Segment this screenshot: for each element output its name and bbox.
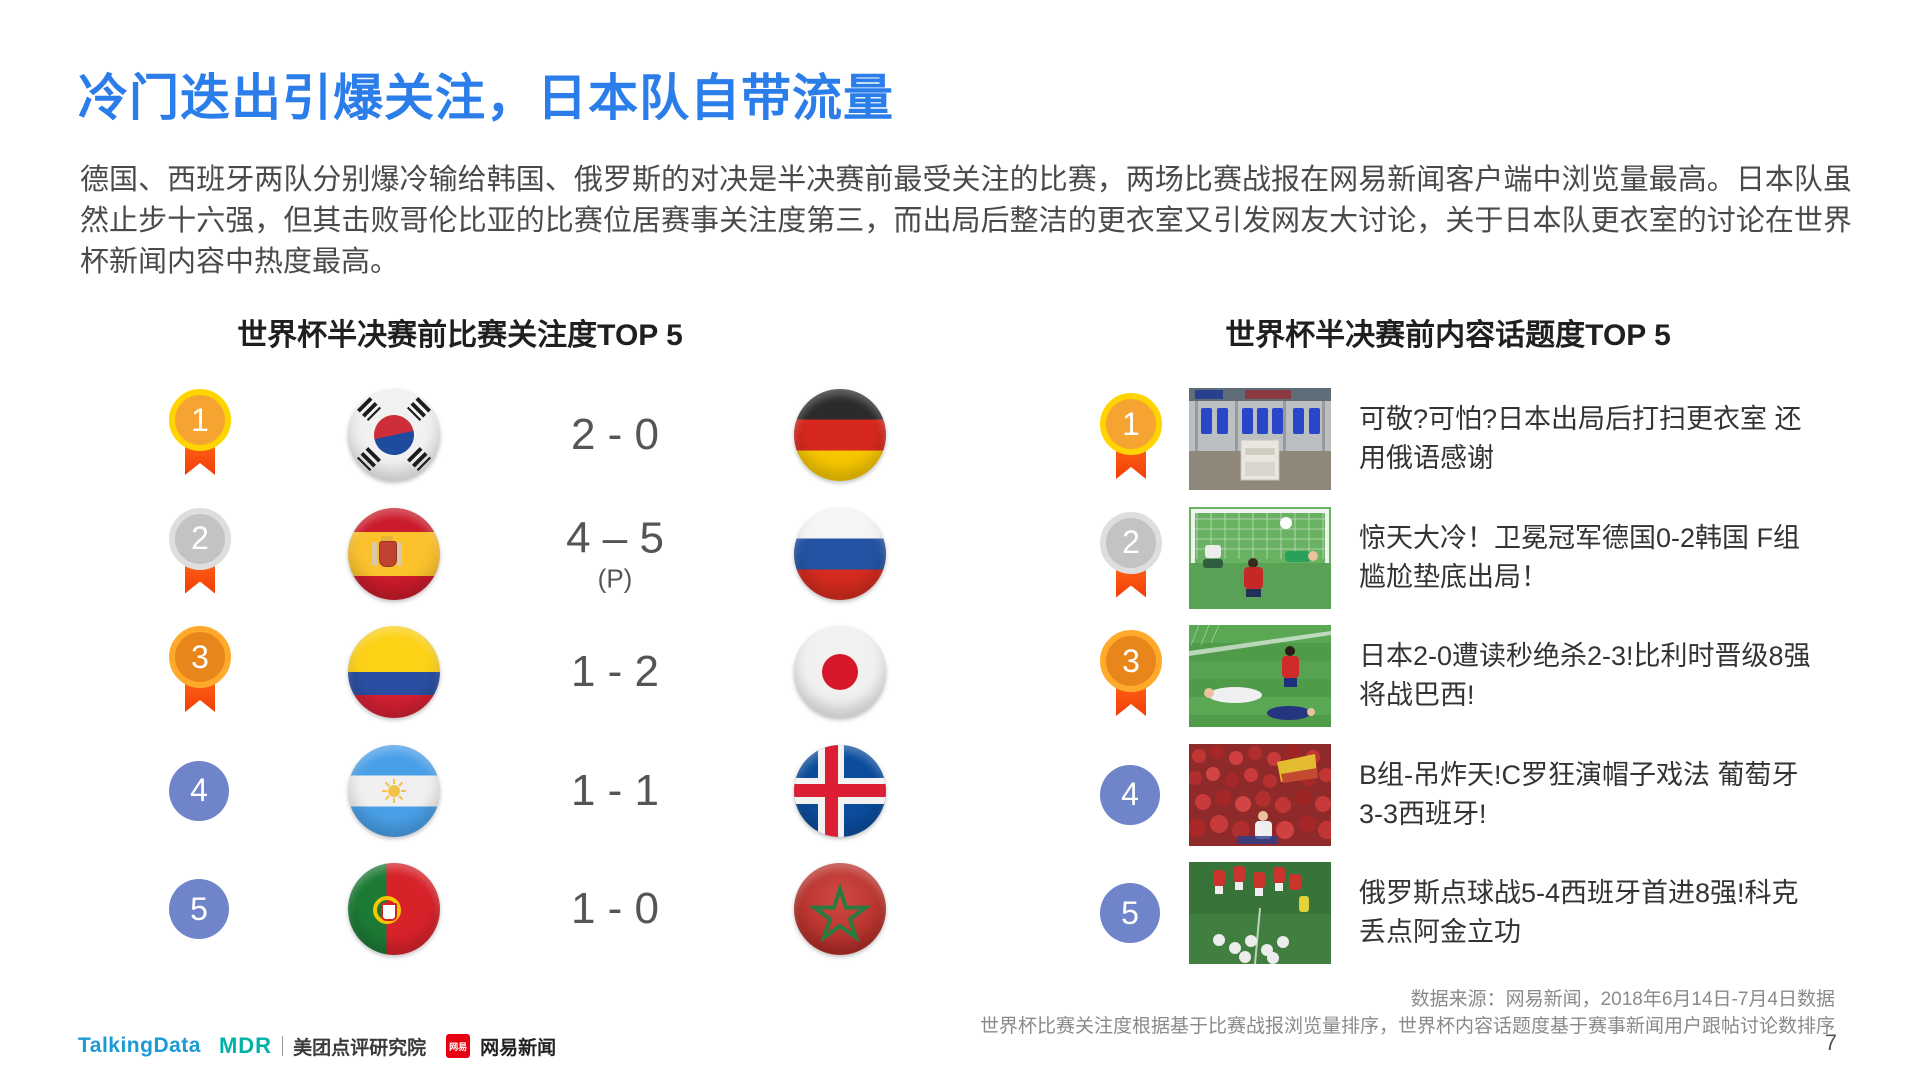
page-number: 7 [1824,1030,1837,1055]
match-row: 2 4 – 5 (P) [85,495,895,613]
news-headline: 俄罗斯点球战5-4西班牙首进8强!科克丢点阿金立功 [1359,878,1799,947]
flag-iceland [794,744,886,837]
netease-news-logo: 网易新闻 [480,1037,557,1059]
rank-number: 1 [1122,405,1140,442]
score-value: 1 - 0 [570,884,660,933]
rank-medal-silver: 2 [1100,511,1162,604]
talkingdata-logo: TalkingData [78,1034,201,1057]
score-value: 1 - 2 [570,647,660,696]
rank-number: 2 [1122,524,1140,560]
flag-portugal [348,863,440,955]
score-value: 4 – 5 [566,513,664,562]
meituan-dianping-research-logo: 美团点评研究院 [293,1037,427,1059]
logo-divider [282,1036,284,1056]
rank-medal-silver: 2 [169,507,231,600]
news-item-row: 4 B组-吊炸天!C罗狂演帽子戏法 葡萄牙3-3西班牙! [1098,736,1858,854]
news-thumbnail-japan-belgium-photo [1189,625,1331,727]
rank-circle-badge: 4 [169,760,229,821]
rank-circle-badge: 5 [1100,883,1160,943]
news-item-row: 3 日本2-0遭读秒绝杀2-3!比利时晋级8强将战巴西! [1098,617,1858,735]
match-row: 3 1 - 2 [85,613,895,731]
score-value: 1 - 1 [570,765,660,815]
match-score: 1 - 2 [505,647,725,697]
news-thumbnail-germany-korea-goal-photo [1189,506,1331,609]
left-section-title: 世界杯半决赛前比赛关注度TOP 5 [237,319,683,352]
data-source-line1: 数据来源：网易新闻，2018年6月14日-7月4日数据 [1410,989,1835,1010]
flag-south-korea [348,389,440,481]
flag-colombia [348,626,440,718]
match-row: 1 2 - 0 [85,376,895,494]
flag-spain [348,507,440,600]
flag-morocco [794,863,886,955]
score-value: 2 - 0 [570,410,660,459]
news-thumbnail-russia-celebration-photo [1189,862,1331,964]
rank-circle-badge: 5 [169,879,229,939]
rank-number: 3 [1122,642,1140,679]
rank-number: 1 [191,401,209,438]
match-row: 4 1 - 1 [85,732,895,850]
page-title: 冷门迭出引爆关注，日本队自带流量 [78,70,894,126]
match-score: 1 - 0 [505,884,725,934]
data-source-line2: 世界杯比赛关注度根据基于比赛战报浏览量排序，世界杯内容话题度基于赛事新闻用户跟帖… [979,1016,1835,1037]
flag-russia [794,507,886,600]
rank-number: 2 [191,520,209,556]
rank-medal-bronze: 3 [1100,630,1162,722]
news-thumbnail-spain-fans-photo [1189,743,1331,846]
body-paragraph: 德国、西班牙两队分别爆冷输给韩国、俄罗斯的对决是半决赛前最受关注的比赛，两场比赛… [80,164,1852,278]
news-headline: 惊天大冷！卫冕冠军德国0-2韩国 F组尴尬垫底出局！ [1359,522,1801,592]
news-item-row: 5 俄罗斯点球战5-4西班牙首进8强!科克丢点阿金立功 [1098,854,1858,972]
right-section-title: 世界杯半决赛前内容话题度TOP 5 [1225,319,1671,352]
match-score: 2 - 0 [505,410,725,460]
flag-germany [794,389,886,481]
match-score: 1 - 1 [505,766,725,816]
news-item-row: 2 惊天大冷！卫冕冠军德国0-2韩国 F组尴尬垫底出局！ [1098,499,1858,617]
match-row: 5 1 - 0 [85,850,895,968]
rank-medal-gold: 1 [1100,393,1162,485]
rank-medal-gold: 1 [169,389,231,481]
news-headline: B组-吊炸天!C罗狂演帽子戏法 葡萄牙3-3西班牙! [1359,759,1799,829]
logo-bar: TalkingData MDR 美团点评研究院 网易 网易新闻 [78,1032,556,1060]
rank-number: 3 [191,638,209,675]
rank-circle-badge: 4 [1100,764,1160,825]
news-item-row: 1 可敬?可怕?日本出局后打扫更衣室 还用俄语感谢 [1098,380,1858,498]
data-source-note: 数据来源：网易新闻，2018年6月14日-7月4日数据 世界杯比赛关注度根据基于… [980,986,1835,1040]
score-note: (P) [597,563,633,593]
rank-medal-bronze: 3 [169,626,231,718]
flag-argentina [348,744,440,837]
mdr-logo: MDR [218,1033,273,1058]
netease-badge-icon: 网易 [446,1034,471,1058]
match-score: 4 – 5 (P) [505,513,725,594]
news-headline: 可敬?可怕?日本出局后打扫更衣室 还用俄语感谢 [1359,404,1802,473]
flag-japan [794,626,886,718]
news-headline: 日本2-0遭读秒绝杀2-3!比利时晋级8强将战巴西! [1359,641,1811,710]
news-thumbnail-locker-room-photo [1189,388,1331,490]
